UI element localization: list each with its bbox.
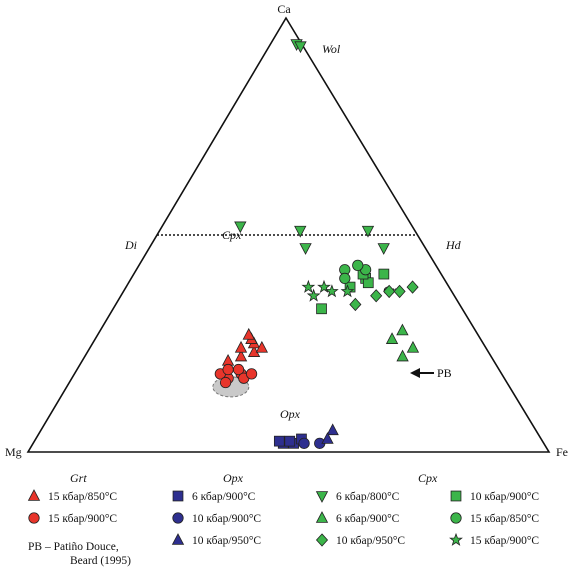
legend-label-opx-2: 6 кбар/900°C [192,491,256,503]
legend-marker-cpx-5 [315,491,329,503]
data-point-cpx-5-6 [299,243,312,255]
label-hd: Hd [445,238,462,252]
data-point-cpx-7-3 [370,289,383,303]
triangle-outline [26,16,551,453]
legend-marker-cpx-8 [450,490,462,502]
legend-label-cpx-5: 6 кбар/800°C [336,491,400,503]
label-di: Di [124,238,137,252]
data-point-grt-1-5 [222,363,234,376]
legend-title-opx: Opx [223,471,244,485]
data-point-grt-0-7 [242,327,255,340]
legend-pb-note-2: Beard (1995) [70,555,131,567]
data-point-cpx-9-3 [352,259,364,272]
legend-marker-cpx-7 [315,533,329,547]
data-point-cpx-7-4 [393,284,406,299]
label-pb: PB [437,366,452,380]
legend-label-cpx-8: 10 кбар/900°C [470,491,539,503]
data-points [214,39,420,449]
data-point-grt-1-7 [245,368,258,380]
data-point-cpx-6-2 [406,340,420,353]
data-point-cpx-7-0 [406,280,419,294]
legend-title-cpx: Cpx [418,471,438,485]
legend-marker-opx-2 [172,490,184,502]
legend: Grt Opx Cpx PB – Patiño Douce, Beard (19… [27,471,539,567]
data-point-cpx-6-3 [396,349,409,362]
legend-label-cpx-6: 6 кбар/900°C [336,513,400,525]
legend-label-grt-1: 15 кбар/900°C [48,513,117,525]
data-point-grt-0-1 [234,349,248,362]
legend-marker-grt-0 [27,489,41,501]
legend-pb-note-1: PB – Patiño Douce, [28,541,119,553]
data-point-cpx-9-2 [339,272,351,285]
data-point-opx-4-1 [321,432,334,444]
data-point-grt-0-6 [255,340,269,353]
data-point-grt-0-0 [221,353,235,366]
data-point-opx-2-2 [273,435,285,447]
legend-marker-cpx-10 [449,532,463,546]
data-point-cpx-10-4 [324,284,339,298]
data-point-cpx-5-4 [377,243,390,255]
legend-label-cpx-10: 15 кбар/900°C [470,535,539,547]
data-point-opx-2-4 [284,435,296,447]
data-point-cpx-6-0 [396,323,409,336]
data-point-cpx-10-2 [301,279,316,293]
legend-label-opx-4: 10 кбар/950°C [192,535,261,547]
data-point-opx-3-0 [298,437,310,449]
data-point-cpx-8-2 [316,303,327,315]
legend-marker-cpx-9 [450,512,462,524]
pb-arrow-head [410,368,420,378]
label-wol: Wol [322,42,341,56]
axis-labels: Ca Mg Fe Di Hd Wol Cpx Grt Opx PB [5,2,568,459]
data-point-cpx-5-1 [294,41,307,54]
data-point-cpx-7-1 [383,284,396,299]
label-cpx: Cpx [222,228,242,242]
data-point-cpx-5-2 [294,225,307,238]
legend-marker-grt-1 [28,512,40,524]
legend-marker-cpx-6 [315,511,329,523]
label-opx: Opx [280,407,301,421]
data-point-cpx-10-0 [317,279,331,293]
data-point-cpx-8-0 [378,268,390,280]
data-point-grt-1-6 [219,376,232,389]
legend-label-opx-3: 10 кбар/900°C [192,513,261,525]
data-point-cpx-5-5 [361,225,375,238]
data-point-cpx-5-3 [234,221,247,234]
data-point-cpx-6-1 [385,332,399,344]
legend-label-cpx-9: 15 кбар/850°C [470,513,539,525]
data-point-cpx-7-2 [349,297,362,312]
ternary-frame [26,16,551,453]
apex-label-mg: Mg [5,445,22,459]
legend-marker-opx-4 [171,533,185,545]
apex-label-fe: Fe [556,445,568,459]
data-point-cpx-10-1 [306,288,321,302]
apex-label-ca: Ca [277,2,291,16]
data-point-cpx-10-3 [340,284,355,298]
legend-label-grt-0: 15 кбар/850°C [48,491,117,503]
data-point-opx-4-0 [326,423,339,436]
legend-marker-opx-3 [172,512,184,524]
legend-label-cpx-7: 10 кбар/950°C [336,535,405,547]
data-point-grt-0-3 [234,340,248,353]
legend-title-grt: Grt [70,471,87,485]
